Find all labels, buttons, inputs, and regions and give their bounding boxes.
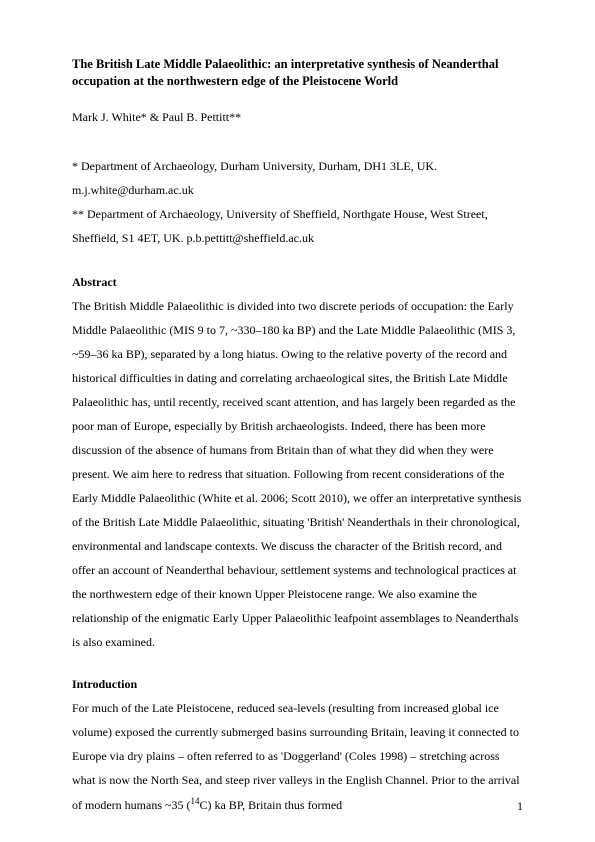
introduction-section: Introduction For much of the Late Pleist…	[72, 672, 523, 817]
intro-body-suffix: C) ka BP, Britain thus formed	[199, 798, 342, 812]
paper-title: The British Late Middle Palaeolithic: an…	[72, 56, 523, 90]
introduction-heading: Introduction	[72, 677, 137, 691]
intro-body-prefix: For much of the Late Pleistocene, reduce…	[72, 701, 520, 812]
affiliation-1: * Department of Archaeology, Durham Univ…	[72, 154, 523, 202]
affiliation-2: ** Department of Archaeology, University…	[72, 202, 523, 250]
abstract-body: The British Middle Palaeolithic is divid…	[72, 299, 521, 649]
abstract-heading: Abstract	[72, 275, 117, 289]
abstract-section: Abstract The British Middle Palaeolithic…	[72, 270, 523, 654]
spacer	[72, 654, 523, 672]
affiliations-block: * Department of Archaeology, Durham Univ…	[72, 154, 523, 250]
page-number: 1	[517, 799, 523, 814]
authors-line: Mark J. White* & Paul B. Pettitt**	[72, 108, 523, 126]
